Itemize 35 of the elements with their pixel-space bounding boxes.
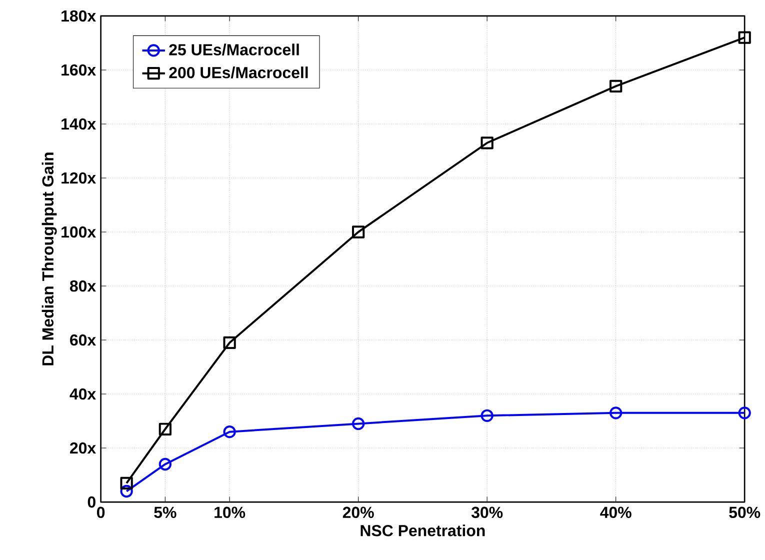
y-tick-label: 180x bbox=[62, 10, 96, 22]
point bbox=[223, 426, 236, 438]
y-tick-label: 100x bbox=[62, 226, 96, 238]
point bbox=[480, 409, 494, 422]
point bbox=[480, 136, 494, 150]
point bbox=[738, 406, 751, 420]
y-axis-title: DL Median Throughput Gain bbox=[42, 152, 57, 366]
point bbox=[223, 336, 236, 350]
legend-label: 200 UEs/Macrocell bbox=[169, 66, 308, 78]
x-tick-label: 40% bbox=[600, 506, 632, 518]
x-tick-label: 10% bbox=[214, 506, 246, 518]
legend-label: 25 UEs/Macrocell bbox=[169, 44, 299, 56]
point bbox=[158, 458, 172, 471]
y-tick-label: 120x bbox=[62, 172, 96, 184]
point bbox=[610, 80, 622, 93]
y-tick-label: 160x bbox=[62, 64, 96, 76]
point bbox=[610, 406, 622, 420]
point bbox=[120, 476, 133, 490]
point bbox=[120, 484, 133, 498]
y-tick-label: 0 bbox=[88, 496, 96, 508]
x-tick-label: 0 bbox=[96, 506, 105, 518]
x-axis-title: NSC Penetration bbox=[360, 524, 485, 536]
x-tick-label: 20% bbox=[342, 506, 374, 518]
x-tick-label: 50% bbox=[729, 506, 760, 518]
y-tick-label: 140x bbox=[62, 118, 96, 130]
x-tick-label: 30% bbox=[471, 506, 503, 518]
y-tick-label: 20x bbox=[70, 442, 96, 454]
point bbox=[352, 226, 365, 238]
y-tick-label: 60x bbox=[70, 334, 96, 346]
x-tick-label: 5% bbox=[154, 506, 176, 518]
y-tick-label: 40x bbox=[70, 388, 96, 400]
y-tick-label: 80x bbox=[70, 280, 96, 292]
point bbox=[158, 422, 172, 436]
point bbox=[738, 31, 751, 44]
point bbox=[352, 417, 365, 430]
